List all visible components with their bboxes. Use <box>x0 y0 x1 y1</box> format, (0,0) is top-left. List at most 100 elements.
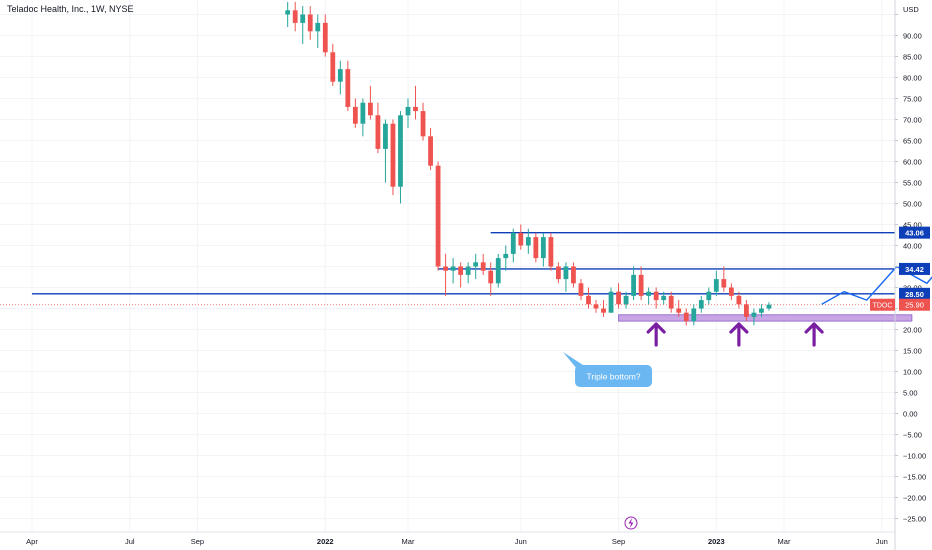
candle-body-down <box>744 304 749 317</box>
candle-body-up <box>405 106 411 116</box>
price-tick-label: 90.00 <box>903 32 922 41</box>
candle-body-up <box>503 253 509 259</box>
price-tick-label: 15.00 <box>903 347 922 356</box>
candle-body-down <box>420 111 426 137</box>
price-tick-label: −20.00 <box>903 494 926 503</box>
candle-body-up <box>540 237 546 259</box>
candle-body-down <box>443 266 448 271</box>
candle-body-down <box>556 266 561 280</box>
candle-body-down <box>616 291 621 305</box>
candle-body-up <box>563 266 569 280</box>
candle-body-down <box>571 266 576 284</box>
lightning-icon-ring <box>624 516 638 530</box>
candle-body-up <box>465 266 471 275</box>
time-tick-label: Apr <box>26 537 38 546</box>
bottom-up-arrow-icon[interactable] <box>646 322 666 347</box>
time-tick-label: Jun <box>876 537 888 546</box>
current-price-label-box <box>899 298 930 311</box>
lightning-icon[interactable] <box>624 516 638 530</box>
candle-body-down <box>368 102 373 116</box>
candle-body-up <box>661 295 667 301</box>
price-label: 34.42 <box>905 265 924 274</box>
candle-body-up <box>691 308 697 322</box>
price-tick-label: 70.00 <box>903 116 922 125</box>
price-tick-label: 65.00 <box>903 137 922 146</box>
time-tick-label: 2022 <box>317 537 334 546</box>
support-zone[interactable] <box>618 314 913 322</box>
candle-body-down <box>653 291 659 301</box>
candle-body-down <box>676 308 682 313</box>
candle-body-up <box>450 266 456 271</box>
price-tick-label: 50.00 <box>903 200 922 209</box>
horizontal-lines-layer <box>0 231 895 306</box>
candle-body-down <box>458 266 464 275</box>
candle-body-down <box>728 287 734 296</box>
candle-body-up <box>759 308 764 313</box>
candle-body-down <box>345 69 351 107</box>
price-axis-unit-label: USD <box>903 5 919 14</box>
candle-body-up <box>713 279 719 292</box>
candle-body-up <box>706 291 712 301</box>
candle-body-down <box>488 270 494 284</box>
candle-body-down <box>548 237 554 267</box>
candle-body-down <box>518 232 524 246</box>
price-label-box <box>899 262 930 275</box>
candles-layer <box>285 1 772 326</box>
candle-body-up <box>337 69 343 82</box>
price-label-box <box>899 287 930 300</box>
candle-body-down <box>736 295 742 305</box>
candle-body-down <box>375 115 381 149</box>
candle-body-up <box>698 300 704 309</box>
candle-body-up <box>608 291 614 313</box>
symbol-label: TDOC <box>873 303 893 310</box>
candle-body-up <box>360 102 366 124</box>
callout-text: Triple bottom? <box>586 372 640 382</box>
chart-grid <box>0 0 895 532</box>
price-tick-label: 85.00 <box>903 53 922 62</box>
candle-body-up <box>623 295 629 305</box>
arrow-head <box>804 322 824 334</box>
price-labels-layer: 43.06 34.42 28.50 25.90 TDOC <box>870 226 930 311</box>
arrow-head <box>729 322 749 334</box>
price-tick-label: 20.00 <box>903 326 922 335</box>
arrow-head <box>646 322 666 334</box>
annotation-layer: Triple bottom? <box>563 352 652 387</box>
candle-body-down <box>330 52 336 82</box>
candle-body-down <box>668 295 674 309</box>
lightning-icon-bolt <box>628 518 634 528</box>
candle-body-up <box>766 304 772 309</box>
candle-body-down <box>428 136 433 166</box>
bottom-markers-layer <box>646 322 824 347</box>
bottom-up-arrow-icon[interactable] <box>729 322 749 347</box>
projection-path[interactable] <box>821 231 932 305</box>
candle-body-up <box>751 312 757 317</box>
price-tick-label: 45.00 <box>903 221 922 230</box>
time-tick-label: Mar <box>778 537 791 546</box>
symbol-title: Teladoc Health, Inc., 1W, NYSE <box>7 4 134 14</box>
candle-body-down <box>533 237 539 259</box>
candle-body-up <box>510 232 516 254</box>
candle-body-down <box>480 262 486 271</box>
candle-body-up <box>646 291 652 296</box>
bottom-up-arrow-icon[interactable] <box>804 322 824 347</box>
candle-body-down <box>601 308 606 313</box>
candle-body-up <box>473 262 479 267</box>
price-axis: USD 90.00 85.00 80.00 75.00 70.00 65.00 60.00 55… <box>894 0 926 550</box>
time-tick-label: Jul <box>125 537 135 546</box>
price-tick-label: −15.00 <box>903 473 926 482</box>
candle-body-down <box>683 312 689 322</box>
candle-body-up <box>383 123 388 149</box>
price-tick-label: 80.00 <box>903 74 922 83</box>
candle-body-down <box>352 106 358 124</box>
callout-pointer <box>563 352 583 369</box>
time-tick-label: Mar <box>402 537 415 546</box>
candle-body-down <box>413 106 418 112</box>
callout-box[interactable] <box>575 365 652 387</box>
price-tick-label: 5.00 <box>903 389 918 398</box>
time-tick-label: Sep <box>612 537 625 546</box>
time-tick-label: Jun <box>515 537 527 546</box>
candle-body-down <box>435 165 441 267</box>
candle-body-down <box>292 10 298 23</box>
projection-layer <box>821 231 932 305</box>
